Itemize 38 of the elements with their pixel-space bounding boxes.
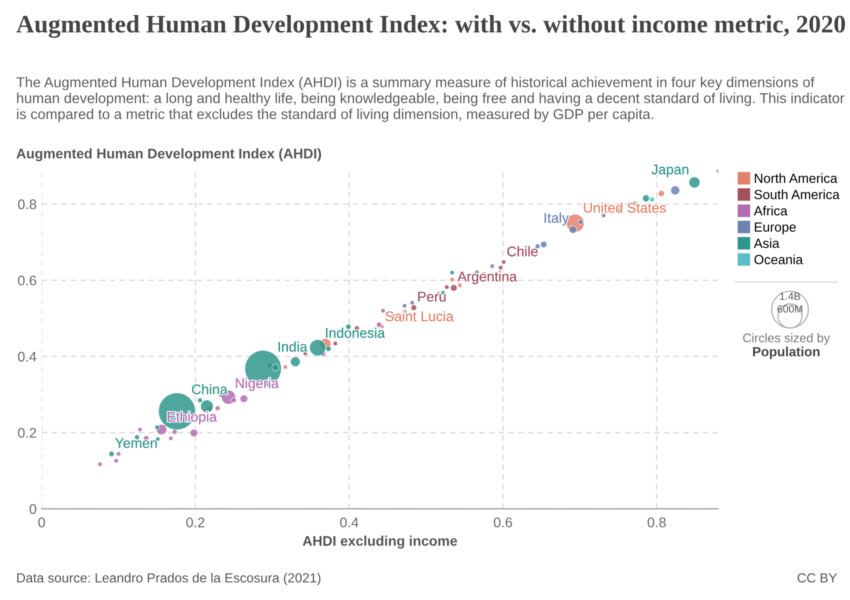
annotation: China xyxy=(192,384,228,394)
x-tick-label: 0.4 xyxy=(340,518,358,528)
legend-label: Oceania xyxy=(754,254,803,264)
annotation: Saint Lucia xyxy=(386,311,454,322)
annotation: United States xyxy=(584,202,666,213)
legend-label: 1.4B xyxy=(780,292,800,300)
x-tick-label: 0.2 xyxy=(186,518,204,528)
y-tick-label: 0 xyxy=(30,504,36,514)
x-tick-label: 0 xyxy=(38,518,45,528)
annotation: Indonesia xyxy=(326,328,385,338)
annotation: Argentina xyxy=(457,271,517,284)
y-tick-label: 0.4 xyxy=(18,352,36,362)
legend-label: Asia xyxy=(754,238,780,248)
legend-label: South America xyxy=(754,190,840,200)
y-tick-label: 0.2 xyxy=(18,428,36,438)
legend-label: Europe xyxy=(754,222,796,234)
annotation: Chile xyxy=(507,246,538,256)
annotation: Peru xyxy=(418,292,446,302)
chart-title: Augmented Human Development Index: with vs. without income metric, 2020 xyxy=(16,15,846,38)
legend-label: Africa xyxy=(754,206,788,216)
legend-label: 600M xyxy=(778,305,802,313)
text: Population xyxy=(753,346,820,359)
legend-label: North America xyxy=(754,173,838,183)
chart-subtitle: The Augmented Human Development Index (AHDI) is a summary measure of historical achievement in four key dimensions of human development: a long and healthy life, being knowledgeable, being free and having a decent standard of living. This indicator is compared to a metric that excludes the standard of living dimension, measured by GDP per capita. xyxy=(16,76,844,122)
y-tick-label: 0.8 xyxy=(18,199,36,210)
text: CC BY xyxy=(798,573,837,583)
x-tick-label: 0.8 xyxy=(648,518,666,528)
annotation: India xyxy=(278,342,308,352)
x-axis-title: AHDI excluding income xyxy=(302,536,458,549)
annotation: Japan xyxy=(652,164,688,178)
y-axis-title: Augmented Human Development Index (AHDI) xyxy=(16,148,322,162)
source-note: Data source: Leandro Prados de la Escosura (2021) xyxy=(17,572,320,586)
x-tick-label: 0.6 xyxy=(494,518,512,528)
annotation: Italy xyxy=(544,212,569,226)
annotation: Yemen xyxy=(115,438,157,448)
text: Circles sized by xyxy=(743,333,830,345)
annotation: Nigeria xyxy=(236,378,279,391)
y-tick-label: 0.6 xyxy=(18,276,36,286)
